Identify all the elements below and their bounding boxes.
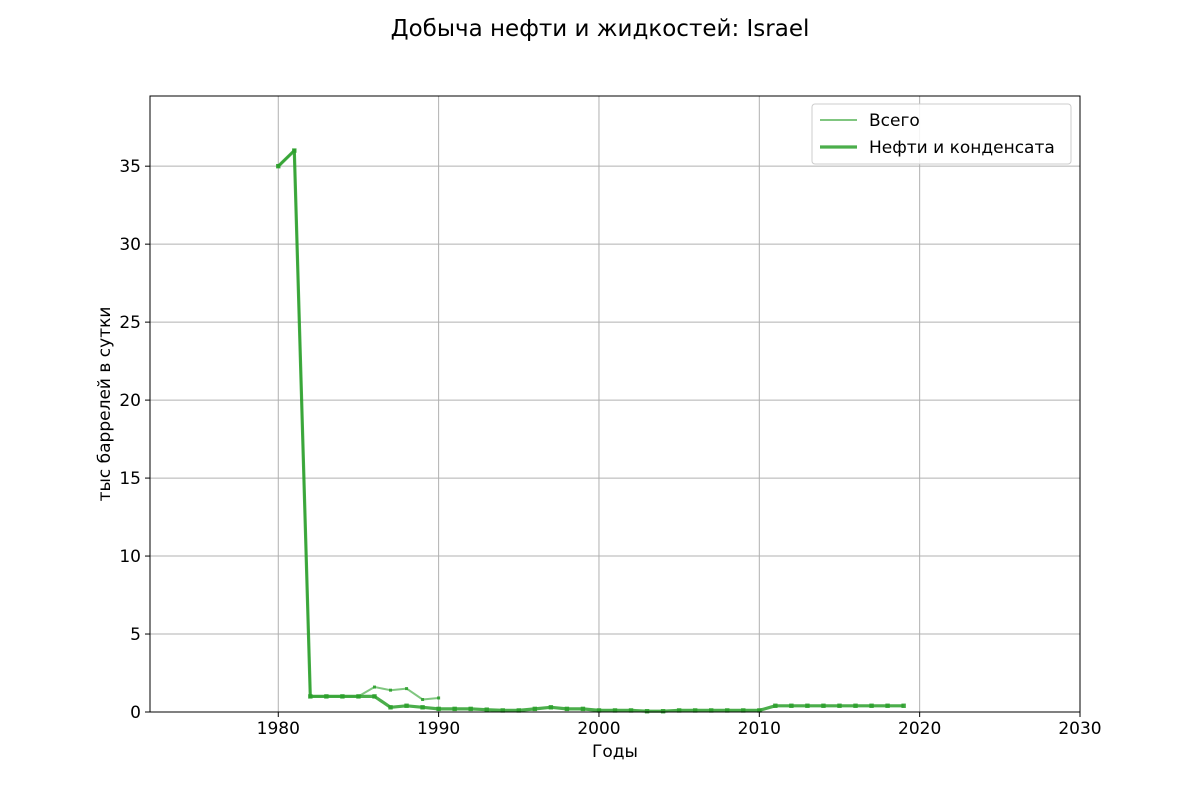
data-point-oil-condensate	[709, 708, 714, 713]
data-point-oil-condensate	[757, 708, 762, 713]
y-tick-label: 35	[119, 157, 141, 177]
data-point-oil-condensate	[805, 703, 810, 708]
data-point-total	[421, 698, 425, 702]
plot-area-frame	[149, 95, 1081, 713]
y-axis-title: тыс баррелей в сутки	[95, 307, 115, 502]
y-tick-label: 25	[119, 313, 141, 333]
data-point-oil-condensate	[308, 694, 313, 699]
data-point-oil-condensate	[356, 694, 361, 699]
data-point-oil-condensate	[853, 703, 858, 708]
data-point-oil-condensate	[388, 705, 393, 710]
data-point-oil-condensate	[628, 708, 634, 713]
x-tick-label: 2010	[738, 719, 781, 739]
data-point-oil-condensate	[548, 705, 554, 710]
data-point-oil-condensate	[372, 694, 377, 699]
data-point-oil-condensate	[500, 708, 505, 713]
data-point-oil-condensate	[292, 148, 297, 153]
data-point-oil-condensate	[869, 703, 874, 708]
y-tick-label: 10	[119, 547, 141, 567]
data-point-oil-condensate	[516, 708, 521, 713]
grid-lines	[150, 96, 1081, 713]
legend-label-total: Всего	[869, 111, 920, 131]
x-tick-label: 1980	[257, 719, 300, 739]
data-point-total	[437, 696, 441, 700]
y-tick-label: 15	[119, 469, 141, 489]
data-point-oil-condensate	[436, 706, 441, 712]
data-point-oil-condensate	[837, 703, 842, 708]
y-tick-label: 20	[119, 391, 141, 411]
data-point-oil-condensate	[644, 709, 650, 714]
data-point-oil-condensate	[340, 694, 345, 699]
data-point-oil-condensate	[468, 706, 473, 712]
x-tick-label: 1990	[417, 719, 460, 739]
series-lines	[276, 148, 906, 714]
data-point-total	[405, 687, 409, 691]
data-point-oil-condensate	[789, 703, 794, 708]
series-line-oil-condensate	[277, 149, 904, 713]
x-tick-label: 2030	[1058, 719, 1101, 739]
data-point-oil-condensate	[612, 708, 618, 713]
chart-title: Добыча нефти и жидкостей: Israel	[391, 16, 810, 42]
data-point-oil-condensate	[452, 706, 457, 712]
data-point-oil-condensate	[276, 163, 281, 169]
data-point-oil-condensate	[901, 703, 906, 708]
x-axis-title: Годы	[592, 742, 638, 762]
data-point-oil-condensate	[660, 709, 666, 714]
data-point-total	[389, 688, 393, 692]
legend-box	[811, 103, 1072, 165]
data-point-oil-condensate	[484, 707, 489, 712]
axis-ticks: 1980 1990 2000 2010 2020 2030 0 5 10 15 20 25 30 35	[119, 157, 1101, 739]
data-point-oil-condensate	[676, 708, 682, 713]
data-point-oil-condensate	[324, 694, 329, 699]
x-tick-label: 2000	[577, 719, 620, 739]
data-point-oil-condensate	[692, 708, 698, 713]
data-point-total	[372, 685, 376, 689]
data-point-oil-condensate	[773, 703, 778, 708]
y-tick-label: 30	[119, 235, 141, 255]
data-point-oil-condensate	[725, 708, 730, 713]
data-point-oil-condensate	[404, 703, 409, 708]
data-point-oil-condensate	[532, 706, 538, 712]
data-point-oil-condensate	[564, 706, 570, 712]
data-point-oil-condensate	[580, 706, 586, 712]
data-point-oil-condensate	[741, 708, 746, 713]
y-tick-label: 5	[130, 625, 141, 645]
legend: Всего Нефти и конденсата	[811, 103, 1072, 165]
data-point-oil-condensate	[885, 703, 890, 708]
legend-label-oil-condensate: Нефти и конденсата	[869, 138, 1055, 158]
data-point-oil-condensate	[420, 705, 425, 710]
data-point-oil-condensate	[821, 703, 826, 708]
y-tick-label: 0	[130, 703, 141, 723]
x-tick-label: 2020	[898, 719, 941, 739]
data-point-oil-condensate	[596, 708, 602, 713]
